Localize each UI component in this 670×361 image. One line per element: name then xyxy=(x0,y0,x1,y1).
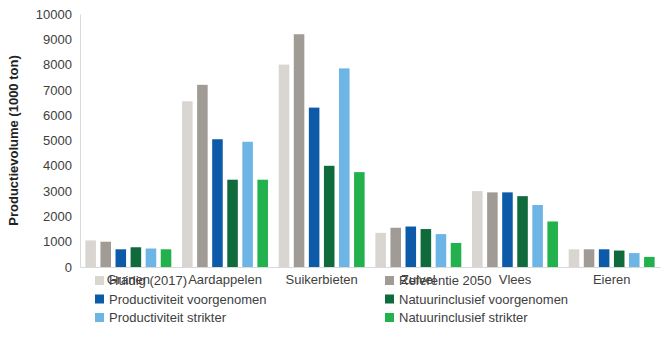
y-tick-label: 4000 xyxy=(43,158,72,173)
y-tick-label: 3000 xyxy=(43,184,72,199)
bar xyxy=(116,249,127,267)
bar xyxy=(85,240,96,267)
bar xyxy=(517,196,528,267)
y-tick: 2000 xyxy=(43,209,80,224)
bar-series xyxy=(146,68,640,267)
bar-series xyxy=(131,166,625,267)
chart: 0 1000 2000 3000 4000 5000 6000 7000 8000 9000 100… xyxy=(0,0,670,361)
x-tick: Suikerbieten xyxy=(286,267,358,287)
y-tick: 8000 xyxy=(43,57,80,72)
bar xyxy=(354,172,365,267)
bar xyxy=(212,139,223,267)
legend-item: Natuurinclusief voorgenomen xyxy=(385,292,568,307)
bar xyxy=(487,192,498,267)
bar xyxy=(146,249,157,267)
bars xyxy=(85,34,654,267)
bar xyxy=(629,253,640,267)
x-tick-label: Suikerbieten xyxy=(286,272,358,287)
bar xyxy=(161,249,172,267)
legend-swatch xyxy=(95,313,104,322)
legend-swatch xyxy=(385,276,394,285)
y-tick-label: 6000 xyxy=(43,108,72,123)
y-tick-label: 7000 xyxy=(43,83,72,98)
y-tick: 5000 xyxy=(43,133,80,148)
bar xyxy=(390,228,401,267)
x-tick: Aardappelen xyxy=(188,267,262,287)
bar xyxy=(309,108,320,267)
x-axis: GranenAardappelenSuikerbietenZuivelVlees… xyxy=(81,267,661,287)
bar xyxy=(584,249,595,267)
y-axis-line xyxy=(80,15,81,268)
legend-label: Productiviteit voorgenomen xyxy=(109,292,267,307)
bar xyxy=(279,65,290,267)
legend-label: Referentie 2050 xyxy=(399,273,492,288)
bar xyxy=(436,234,447,267)
bar xyxy=(100,242,111,267)
bar xyxy=(242,142,253,267)
x-tick: Eieren xyxy=(593,267,631,287)
bar xyxy=(227,180,238,267)
legend-swatch xyxy=(95,276,104,285)
bar-series xyxy=(85,65,579,267)
legend-swatch xyxy=(95,295,104,304)
legend-label: Productiviteit strikter xyxy=(109,310,227,325)
y-tick: 4000 xyxy=(43,158,80,173)
bar xyxy=(547,221,558,267)
legend-swatch xyxy=(385,295,394,304)
bar xyxy=(614,251,625,267)
bar xyxy=(421,229,432,267)
y-tick: 9000 xyxy=(43,32,80,47)
y-tick-label: 0 xyxy=(65,260,72,275)
x-tick: Vlees xyxy=(499,267,532,287)
legend-label: Natuurinclusief voorgenomen xyxy=(399,292,568,307)
legend-label: Natuurinclusief strikter xyxy=(399,310,528,325)
bar xyxy=(472,191,483,267)
legend-item: Referentie 2050 xyxy=(385,273,492,288)
bar xyxy=(339,68,350,267)
bar xyxy=(324,166,335,267)
y-tick: 7000 xyxy=(43,83,80,98)
bar xyxy=(294,34,305,267)
x-tick-label: Eieren xyxy=(593,272,631,287)
bar-series xyxy=(161,172,655,267)
bar xyxy=(182,101,193,267)
y-axis-title: Productievolume (1000 ton) xyxy=(6,55,21,225)
x-tick-label: Aardappelen xyxy=(188,272,262,287)
y-tick-label: 9000 xyxy=(43,32,72,47)
bar xyxy=(502,192,513,267)
bar-series xyxy=(100,34,594,267)
y-tick: 0 xyxy=(65,260,80,275)
legend-swatch xyxy=(385,313,394,322)
y-axis: 0 1000 2000 3000 4000 5000 6000 7000 8000 9000 100… xyxy=(36,7,81,275)
legend-item: Natuurinclusief strikter xyxy=(385,310,528,325)
legend: Huidig (2017) Referentie 2050 Productivite… xyxy=(95,273,568,325)
bar xyxy=(375,233,386,267)
legend-label: Huidig (2017) xyxy=(109,273,187,288)
y-tick-label: 5000 xyxy=(43,133,72,148)
legend-item: Huidig (2017) xyxy=(95,273,187,288)
y-tick-label: 10000 xyxy=(36,7,72,22)
y-tick: 10000 xyxy=(36,7,80,22)
y-tick-label: 1000 xyxy=(43,234,72,249)
y-tick: 3000 xyxy=(43,184,80,199)
bar xyxy=(451,243,462,267)
y-tick-label: 8000 xyxy=(43,57,72,72)
bar xyxy=(532,205,543,267)
legend-item: Productiviteit voorgenomen xyxy=(95,292,267,307)
bar xyxy=(406,227,417,267)
y-tick: 6000 xyxy=(43,108,80,123)
x-tick-label: Vlees xyxy=(499,272,532,287)
y-tick-label: 2000 xyxy=(43,209,72,224)
bar xyxy=(257,180,268,267)
x-axis-line xyxy=(81,267,661,268)
legend-item: Productiviteit strikter xyxy=(95,310,227,325)
bar xyxy=(131,247,142,267)
bar xyxy=(197,85,208,267)
bar xyxy=(569,249,580,267)
plot: 0 1000 2000 3000 4000 5000 6000 7000 8000 9000 100… xyxy=(36,7,661,288)
bar xyxy=(599,249,610,267)
y-tick: 1000 xyxy=(43,234,80,249)
bar xyxy=(644,257,655,267)
bar-series xyxy=(116,108,610,267)
